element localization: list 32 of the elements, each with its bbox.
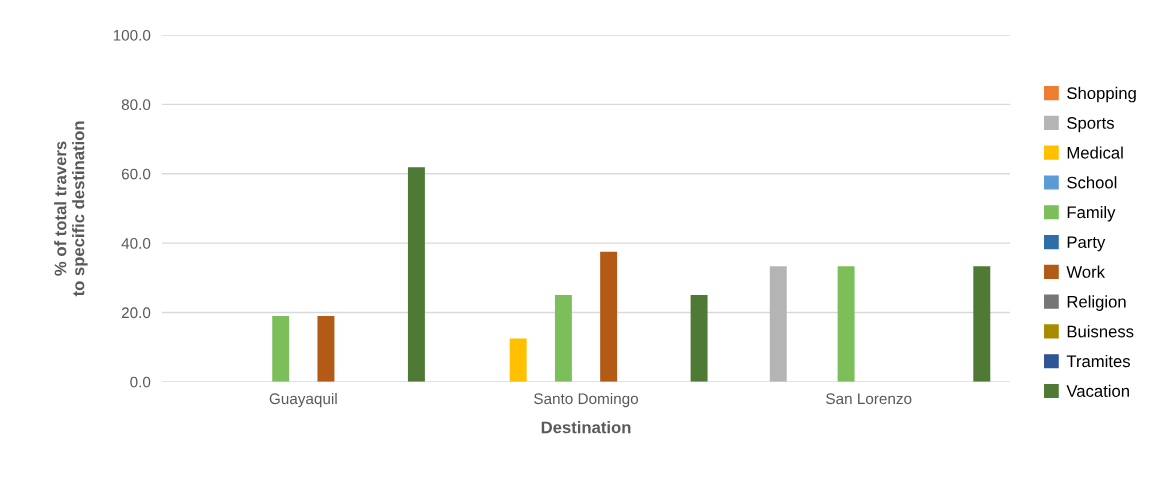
legend-label: Party — [1067, 236, 1106, 252]
bar — [317, 315, 335, 382]
bar — [769, 266, 787, 382]
legend-label: Religion — [1067, 295, 1126, 311]
x-axis-title: Destination — [541, 421, 631, 434]
legend-label: Medical — [1067, 146, 1123, 159]
bar — [690, 295, 708, 382]
legend-label: Tramites — [1066, 354, 1130, 368]
legend-label: Buisness — [1067, 325, 1134, 338]
x-tick-label: San Lorenzo — [826, 393, 912, 405]
legend-label: Shopping — [1067, 86, 1136, 103]
legend-label: Work — [1066, 265, 1106, 278]
legend-label: Sports — [1067, 117, 1114, 133]
x-tick-label: Guayaquil — [269, 392, 337, 408]
legend-label: Family — [1067, 205, 1116, 222]
legend-label: Vacation — [1066, 384, 1129, 397]
y-tick-label: 60.0 — [121, 168, 151, 180]
bar — [600, 251, 618, 382]
bar — [554, 295, 572, 382]
y-tick-label: 40.0 — [121, 237, 151, 249]
y-tick-label: 20.0 — [121, 307, 151, 319]
bar — [272, 315, 290, 382]
bar — [973, 266, 991, 382]
bar — [407, 167, 425, 382]
x-tick-label: Santo Domingo — [534, 392, 639, 408]
y-axis-title: % of total travers to specific destination — [54, 121, 88, 297]
y-tick-label: 80.0 — [121, 99, 151, 111]
y-tick-label: 100.0 — [113, 29, 151, 41]
legend-label: School — [1067, 176, 1117, 189]
bar — [509, 338, 527, 382]
bar — [837, 266, 855, 382]
y-tick-label: 0.0 — [130, 376, 151, 388]
